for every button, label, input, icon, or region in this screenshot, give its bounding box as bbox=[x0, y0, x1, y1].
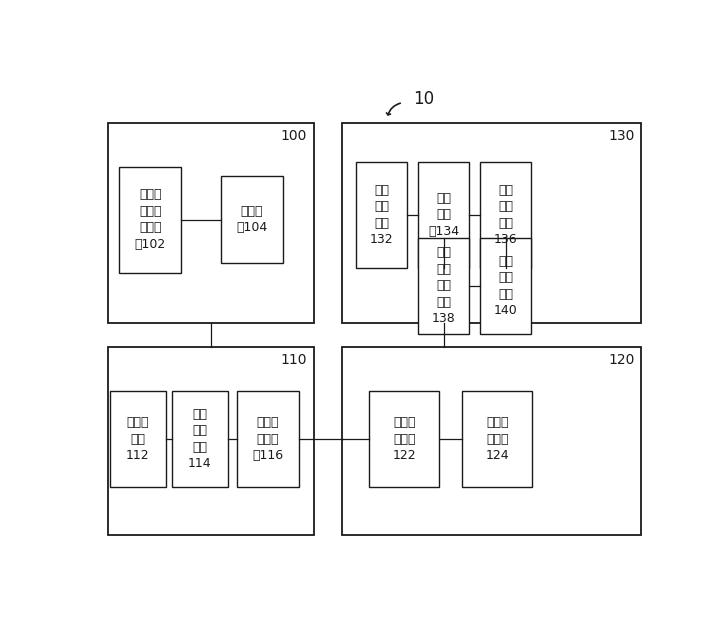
Bar bbox=[110, 391, 166, 487]
Bar bbox=[462, 391, 532, 487]
Text: 阈值设
定单元
122: 阈值设 定单元 122 bbox=[392, 416, 416, 462]
Text: 10: 10 bbox=[414, 90, 435, 108]
Text: 第一电
流源
112: 第一电 流源 112 bbox=[126, 416, 150, 462]
Text: 110: 110 bbox=[280, 353, 307, 367]
Bar bbox=[342, 347, 641, 535]
Bar bbox=[108, 123, 314, 324]
Bar bbox=[418, 237, 469, 334]
Text: 开关单
元104: 开关单 元104 bbox=[236, 205, 267, 235]
Bar bbox=[342, 123, 641, 324]
Bar bbox=[369, 391, 440, 487]
Bar bbox=[237, 391, 298, 487]
Bar bbox=[480, 237, 531, 334]
Text: 充放
电单
元134: 充放 电单 元134 bbox=[428, 192, 459, 238]
Text: 130: 130 bbox=[608, 129, 634, 143]
Text: 正反馈
锁存单
元116: 正反馈 锁存单 元116 bbox=[252, 416, 283, 462]
Text: 信号
输出
单元
140: 信号 输出 单元 140 bbox=[494, 255, 518, 317]
Bar bbox=[418, 162, 469, 268]
Bar bbox=[119, 167, 181, 273]
Bar bbox=[221, 177, 282, 263]
Bar bbox=[108, 347, 314, 535]
Text: 电阻
设定
单元
114: 电阻 设定 单元 114 bbox=[188, 408, 212, 470]
Text: 滤波整
形单元
124: 滤波整 形单元 124 bbox=[486, 416, 509, 462]
Text: 初步判
断阈值
设定单
元102: 初步判 断阈值 设定单 元102 bbox=[135, 188, 166, 251]
Text: 120: 120 bbox=[608, 353, 634, 367]
Bar bbox=[172, 391, 228, 487]
Bar bbox=[356, 162, 407, 268]
Text: 放电
阈值
设定
单元
138: 放电 阈值 设定 单元 138 bbox=[432, 246, 456, 326]
Text: 充电
开关
单元
132: 充电 开关 单元 132 bbox=[370, 183, 393, 246]
Text: 放电
开关
单元
136: 放电 开关 单元 136 bbox=[494, 183, 518, 246]
Text: 100: 100 bbox=[281, 129, 307, 143]
Bar bbox=[480, 162, 531, 268]
